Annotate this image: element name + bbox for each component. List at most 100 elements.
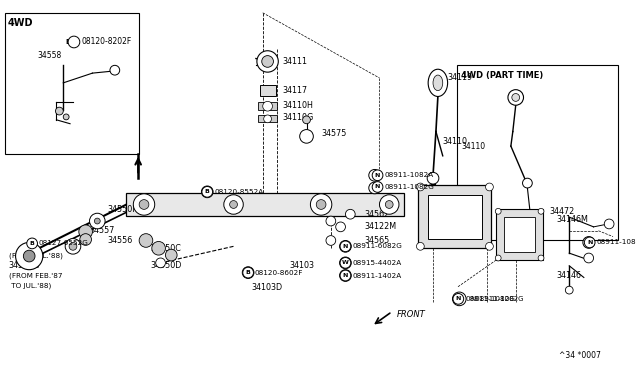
Circle shape: [427, 172, 439, 184]
Text: 34110H: 34110H: [282, 101, 313, 110]
Text: 34146: 34146: [557, 271, 582, 280]
Circle shape: [79, 225, 92, 238]
Text: W: W: [342, 260, 349, 265]
Circle shape: [538, 208, 544, 214]
Text: 08911-1082A: 08911-1082A: [385, 172, 434, 178]
Circle shape: [80, 234, 92, 246]
Text: ^34 *0007: ^34 *0007: [559, 351, 602, 360]
Circle shape: [230, 201, 237, 208]
Circle shape: [94, 218, 100, 224]
Text: 34119: 34119: [447, 74, 473, 83]
Circle shape: [202, 186, 213, 198]
Text: N: N: [343, 244, 348, 249]
Text: N: N: [375, 185, 380, 189]
Circle shape: [27, 238, 38, 249]
Circle shape: [264, 115, 271, 123]
Text: 34103D: 34103D: [251, 283, 282, 292]
Circle shape: [527, 213, 535, 221]
Text: 34550D: 34550D: [151, 261, 182, 270]
Circle shape: [139, 200, 149, 209]
Circle shape: [139, 234, 153, 247]
Bar: [458, 65, 618, 240]
Text: 34557: 34557: [90, 226, 115, 235]
Circle shape: [300, 129, 314, 143]
Circle shape: [340, 257, 351, 269]
Text: 34110: 34110: [461, 142, 485, 151]
Circle shape: [326, 235, 336, 246]
Text: (FROM FEB.'87: (FROM FEB.'87: [9, 272, 62, 279]
Text: 34103: 34103: [289, 261, 314, 270]
Circle shape: [68, 36, 80, 48]
Circle shape: [340, 240, 351, 252]
Circle shape: [56, 107, 63, 115]
Text: 08911-1082G: 08911-1082G: [465, 296, 515, 302]
Text: 34110: 34110: [443, 137, 468, 146]
Text: 34122M: 34122M: [365, 222, 397, 231]
Circle shape: [584, 253, 593, 263]
Circle shape: [316, 200, 326, 209]
Circle shape: [63, 114, 69, 120]
Circle shape: [512, 94, 520, 101]
Text: 34472: 34472: [550, 207, 575, 216]
Text: 34111: 34111: [282, 57, 307, 66]
Circle shape: [495, 208, 501, 214]
Bar: [260, 85, 276, 96]
Text: 08911-1402A: 08911-1402A: [352, 273, 401, 279]
Circle shape: [495, 255, 501, 261]
Text: 34550G: 34550G: [9, 261, 40, 270]
Circle shape: [538, 255, 544, 261]
Circle shape: [257, 51, 278, 72]
Circle shape: [165, 249, 177, 261]
Bar: [419, 185, 492, 248]
Bar: [258, 102, 277, 110]
Circle shape: [262, 55, 273, 67]
Bar: [5, 13, 139, 154]
Ellipse shape: [428, 69, 447, 96]
Text: N: N: [587, 240, 593, 245]
Circle shape: [385, 201, 393, 208]
Text: B: B: [246, 270, 251, 275]
Circle shape: [583, 237, 595, 248]
Circle shape: [340, 257, 351, 268]
Circle shape: [369, 182, 380, 194]
Text: 08120-8552A: 08120-8552A: [214, 189, 263, 195]
Text: 34556: 34556: [107, 236, 132, 245]
Circle shape: [243, 267, 253, 278]
Circle shape: [133, 194, 155, 215]
Circle shape: [156, 258, 165, 268]
Text: TO JUL.'88): TO JUL.'88): [9, 282, 51, 289]
Circle shape: [65, 238, 81, 254]
Circle shape: [152, 241, 165, 255]
Circle shape: [417, 243, 424, 250]
Circle shape: [110, 65, 120, 75]
Circle shape: [202, 186, 212, 197]
Text: 08120-8202F: 08120-8202F: [82, 38, 132, 46]
Text: 34117: 34117: [282, 86, 307, 95]
Ellipse shape: [433, 75, 443, 91]
Circle shape: [372, 170, 383, 181]
Text: 08127-0552G: 08127-0552G: [39, 240, 89, 246]
Text: FRONT: FRONT: [397, 310, 426, 319]
Text: 34575: 34575: [321, 129, 346, 138]
Circle shape: [486, 243, 493, 250]
Circle shape: [340, 241, 351, 252]
Circle shape: [453, 294, 463, 304]
Bar: [258, 115, 277, 122]
Text: 08911-6082G: 08911-6082G: [352, 243, 402, 249]
Circle shape: [346, 209, 355, 219]
Circle shape: [522, 178, 532, 188]
Circle shape: [243, 267, 254, 278]
Circle shape: [224, 195, 243, 214]
Circle shape: [326, 216, 336, 226]
Circle shape: [90, 213, 105, 229]
Text: 34550C: 34550C: [151, 244, 182, 253]
Text: B: B: [205, 189, 210, 194]
Circle shape: [340, 270, 351, 281]
Circle shape: [69, 243, 77, 250]
Text: B: B: [29, 241, 35, 246]
Text: N: N: [375, 173, 380, 178]
Circle shape: [23, 250, 35, 262]
Text: 34110G: 34110G: [282, 113, 314, 122]
Circle shape: [340, 270, 351, 281]
Circle shape: [604, 219, 614, 229]
